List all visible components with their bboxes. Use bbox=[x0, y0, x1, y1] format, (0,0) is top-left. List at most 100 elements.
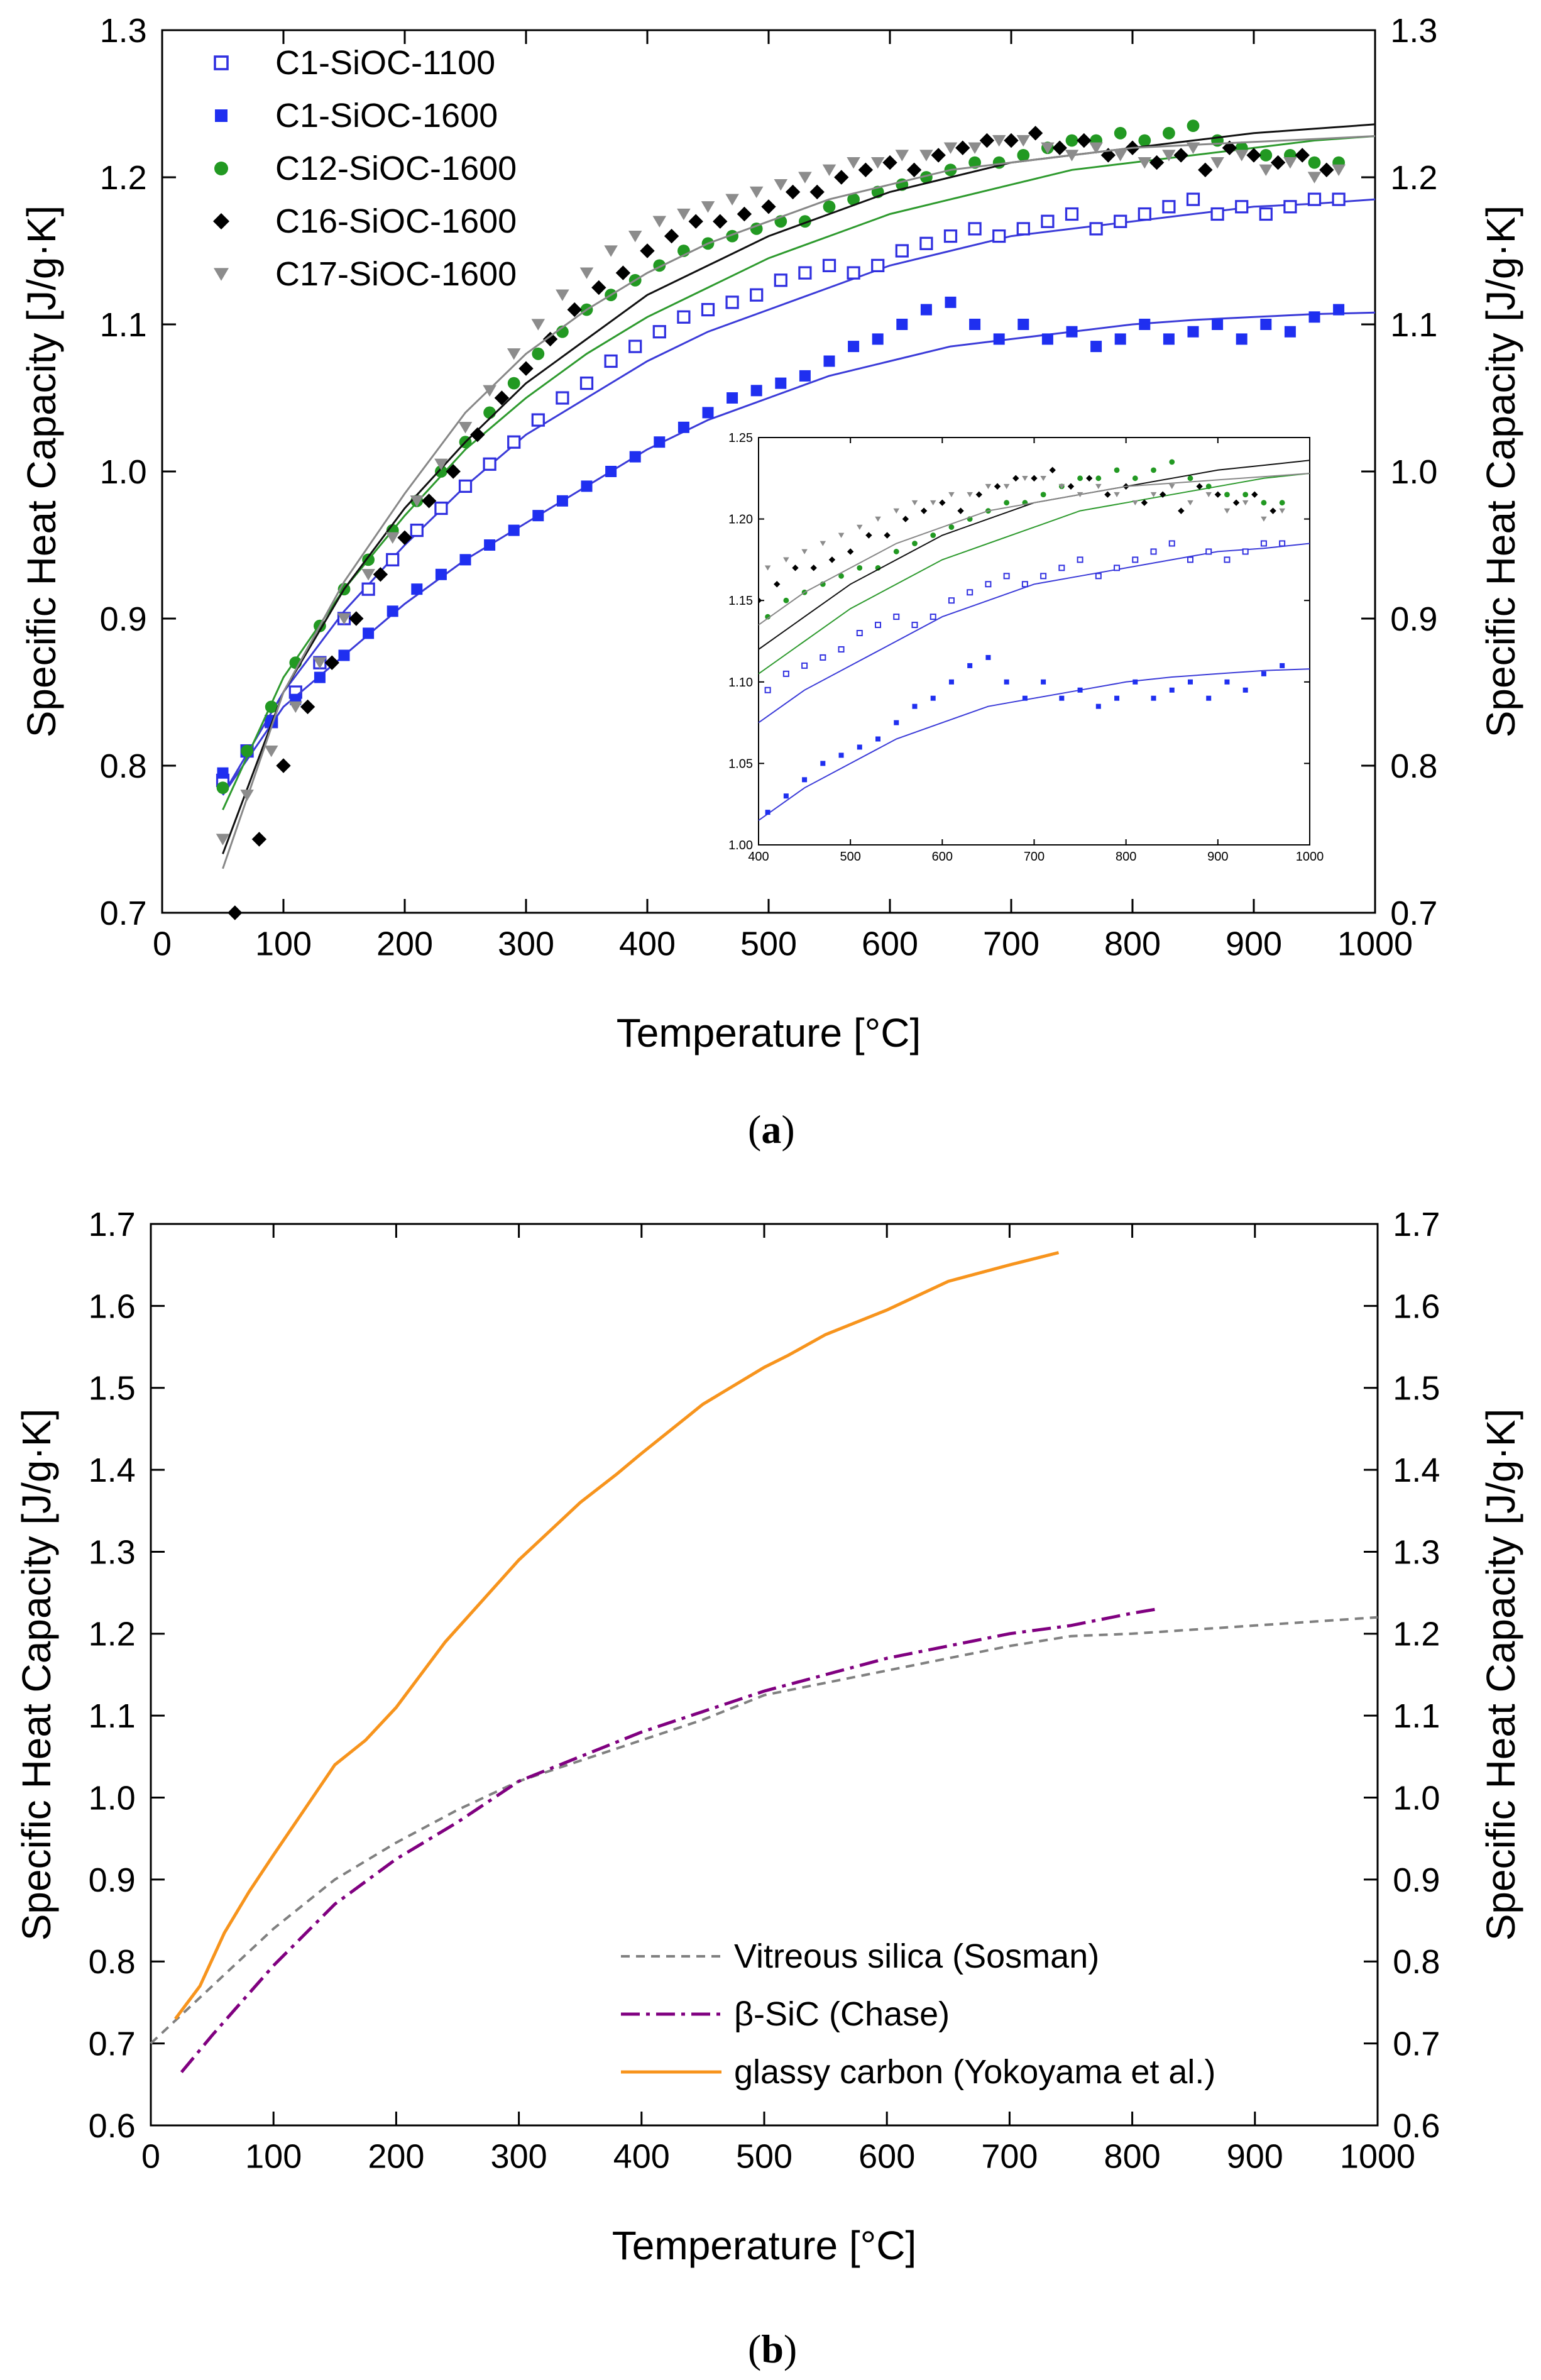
chart-a-inset-point bbox=[875, 516, 881, 522]
chart-a-point bbox=[872, 333, 884, 345]
chart-a-point bbox=[775, 377, 787, 389]
chart-a-point bbox=[1234, 150, 1249, 162]
chart-b-x-tick-label: 600 bbox=[858, 2138, 915, 2176]
chart-a-inset-point bbox=[1004, 679, 1009, 685]
chart-a-legend-label: C16-SiOC-1600 bbox=[275, 202, 517, 240]
chart-a-point bbox=[361, 582, 375, 596]
chart-a-y-tick-label-right: 0.7 bbox=[1390, 895, 1437, 932]
chart-a-x-tick-label: 300 bbox=[498, 925, 554, 963]
chart-a-point bbox=[532, 510, 544, 522]
chart-a-inset-point bbox=[930, 614, 936, 620]
caption-b-letter: b bbox=[761, 2327, 784, 2371]
chart-a-point bbox=[1332, 192, 1346, 206]
chart-a-y-axis-label-right: Specific Heat Capacity [J/g·K] bbox=[1478, 206, 1523, 738]
chart-a-point bbox=[411, 583, 423, 595]
chart-a-inset-point bbox=[1067, 483, 1075, 490]
chart-b-y-tick-label: 0.9 bbox=[89, 1861, 136, 1899]
chart-a-point bbox=[701, 302, 715, 317]
chart-a-point bbox=[556, 391, 569, 405]
chart-a-inset-point bbox=[912, 541, 918, 546]
chart-a-inset-point bbox=[1224, 556, 1231, 563]
chart-a-point bbox=[871, 258, 885, 273]
chart-a-inset-point bbox=[1077, 556, 1083, 563]
chart-a-inset-point bbox=[764, 565, 771, 571]
chart-b-series-line-0 bbox=[150, 1616, 1378, 2045]
chart-a-point bbox=[968, 222, 982, 236]
chart-a-point bbox=[969, 319, 981, 330]
chart-a-point bbox=[1041, 214, 1055, 228]
chart-a-point bbox=[483, 457, 496, 471]
chart-a-inset-fit-line bbox=[759, 473, 1310, 625]
chart-a-point bbox=[1259, 164, 1273, 177]
chart-a-inset-point bbox=[1021, 581, 1028, 588]
chart-a-point bbox=[385, 532, 400, 544]
chart-a-point bbox=[264, 745, 278, 758]
chart-a-inset-point bbox=[967, 663, 973, 668]
chart-a-inset-point bbox=[957, 507, 964, 514]
chart-a-point bbox=[1041, 333, 1053, 345]
chart-a-inset-point bbox=[894, 720, 899, 725]
chart-a-inset-point bbox=[1261, 500, 1267, 506]
chart-a-inset-point bbox=[865, 532, 872, 539]
chart-a-point bbox=[518, 361, 534, 376]
chart-a-inset-point bbox=[783, 557, 789, 563]
chart-a-point bbox=[434, 501, 448, 515]
chart-a-inset-point bbox=[1114, 565, 1121, 571]
chart-a-point bbox=[1259, 207, 1273, 221]
chart-a-inset-point bbox=[857, 565, 863, 571]
chart-b-y-tick-label: 0.8 bbox=[89, 1943, 136, 1981]
chart-a-inset-point bbox=[1280, 663, 1285, 668]
chart-a-point bbox=[1016, 222, 1030, 236]
chart-b-y-tick-label-right: 1.5 bbox=[1393, 1370, 1440, 1408]
chart-a-inset-point bbox=[1095, 573, 1102, 580]
chart-a-inset-point bbox=[1242, 687, 1248, 693]
chart-a-point bbox=[531, 319, 546, 331]
chart-a-y-tick-label: 0.7 bbox=[100, 895, 147, 932]
chart-a-point bbox=[1028, 126, 1043, 141]
chart-b-y-tick-label-right: 1.7 bbox=[1393, 1206, 1440, 1243]
chart-a-inset-point bbox=[902, 515, 909, 522]
chart-a-inset-point bbox=[783, 597, 789, 603]
chart-a-point bbox=[785, 184, 801, 200]
chart-b-y-tick-label: 1.1 bbox=[89, 1697, 136, 1735]
chart-a-inset-point bbox=[1224, 492, 1230, 498]
chart-a-point bbox=[701, 201, 715, 213]
chart-a-inset-point bbox=[1150, 492, 1157, 498]
chart-a-point bbox=[1212, 319, 1224, 330]
chart-a-inset-point bbox=[1187, 500, 1193, 505]
chart-a-inset-point bbox=[764, 686, 771, 693]
chart-a-point bbox=[688, 214, 703, 229]
chart-a-point bbox=[217, 767, 229, 779]
chart-a-point bbox=[435, 568, 447, 580]
chart-a-y-tick-label: 0.8 bbox=[100, 747, 147, 785]
chart-a-inset-point bbox=[975, 491, 982, 498]
chart-a-inset-point bbox=[838, 752, 844, 758]
chart-a-point bbox=[1259, 149, 1273, 162]
chart-a-point bbox=[507, 348, 521, 360]
chart-b-y-tick-label-right: 1.1 bbox=[1393, 1697, 1440, 1735]
chart-a-inset-point bbox=[1003, 573, 1010, 580]
chart-b-y-tick-label: 0.7 bbox=[89, 2025, 136, 2063]
chart-a-point bbox=[337, 613, 351, 625]
chart-a-point bbox=[847, 193, 860, 206]
chart-a-point bbox=[727, 392, 738, 404]
chart-a-point bbox=[1163, 333, 1175, 345]
chart-a-inset-point bbox=[838, 573, 844, 579]
chart-a-inset-point bbox=[1104, 491, 1111, 498]
chart-a-point bbox=[822, 258, 836, 273]
chart-a-point bbox=[992, 229, 1006, 243]
chart-a-y-tick-label: 1.1 bbox=[100, 306, 147, 344]
chart-a-inset-x-tick-label: 800 bbox=[1116, 850, 1136, 864]
chart-a-point bbox=[338, 649, 350, 661]
chart-a-inset-point bbox=[1141, 499, 1148, 506]
chart-a-point bbox=[314, 671, 326, 683]
chart-b-x-tick-label: 100 bbox=[245, 2138, 302, 2176]
chart-a-inset-point bbox=[1279, 508, 1285, 514]
chart-a-inset-point bbox=[774, 581, 781, 588]
chart-a-inset-point bbox=[948, 597, 955, 604]
chart-a-point bbox=[677, 310, 691, 324]
chart-a-inset-point bbox=[1004, 500, 1010, 506]
chart-a-x-tick-label: 800 bbox=[1104, 925, 1161, 963]
chart-a-point bbox=[228, 905, 243, 920]
chart-a-inset-point bbox=[765, 810, 770, 815]
